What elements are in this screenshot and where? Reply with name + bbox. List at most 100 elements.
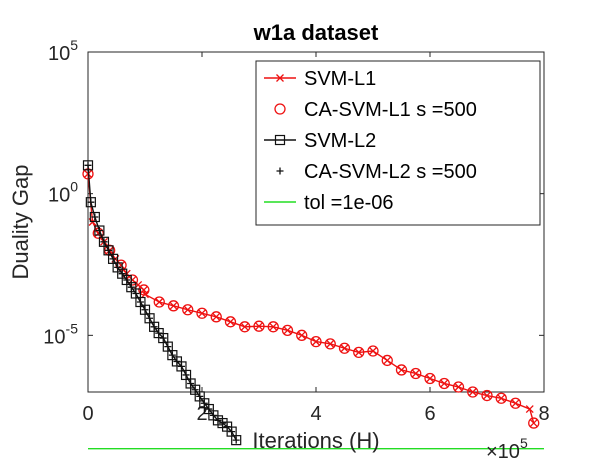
circle-marker <box>324 338 336 350</box>
legend-item: CA-SVM-L2 s =500 <box>276 161 477 183</box>
plus-marker <box>200 399 208 407</box>
legend-label: tol =1e-06 <box>304 192 394 214</box>
square-marker <box>231 435 242 446</box>
x-marker <box>383 356 392 365</box>
legend-box <box>255 60 541 226</box>
plus-marker <box>136 298 144 306</box>
legend-item: SVM-L1 <box>264 68 376 90</box>
y-tick-label: 105 <box>48 37 78 65</box>
series-3 <box>84 161 240 444</box>
circle-marker <box>239 321 251 333</box>
legend-item: CA-SVM-L1 s =500 <box>274 99 477 121</box>
circle-marker <box>410 367 422 380</box>
x-multiplier-exponent: 5 <box>520 435 528 451</box>
plus-marker <box>118 270 126 278</box>
circle-marker <box>481 389 493 402</box>
square-marker <box>82 160 94 171</box>
x-marker <box>354 348 363 357</box>
plus-marker <box>127 283 135 291</box>
x-marker <box>183 305 192 314</box>
plus-marker <box>105 246 113 254</box>
x-marker <box>468 388 477 396</box>
plus-marker <box>146 314 154 322</box>
legend-label: SVM-L1 <box>304 68 376 90</box>
circle-marker <box>153 296 165 308</box>
plus-marker <box>214 416 222 424</box>
plus-marker <box>132 289 140 297</box>
circle-marker <box>495 392 507 404</box>
square-marker <box>274 134 286 146</box>
series-group <box>82 160 544 450</box>
plus-marker <box>173 357 181 365</box>
plus-marker <box>123 276 131 284</box>
x-marker <box>426 374 434 383</box>
y-tick-base: 10 <box>48 43 70 65</box>
plus-marker <box>109 255 117 263</box>
plus-marker <box>177 362 185 370</box>
circle-marker <box>210 311 222 323</box>
y-tick-exponent: 0 <box>70 179 78 195</box>
plus-marker <box>191 386 199 394</box>
plus-marker <box>209 411 217 419</box>
x-marker <box>326 339 335 348</box>
plus-marker <box>150 323 158 331</box>
circle-marker <box>452 381 465 393</box>
plus-marker <box>141 306 149 314</box>
x-marker <box>529 419 538 428</box>
chart-title: w1a dataset <box>253 20 379 45</box>
circle-marker <box>424 372 436 385</box>
x-marker <box>283 326 292 335</box>
circle-marker <box>196 307 208 319</box>
circle-marker <box>467 386 479 398</box>
plus-marker <box>87 198 95 206</box>
x-multiplier-base: ×10 <box>486 441 520 463</box>
plus-marker <box>276 167 284 175</box>
y-tick-base: 10 <box>48 185 70 207</box>
x-marker <box>269 322 278 331</box>
x-marker <box>454 383 463 391</box>
y-tick-exponent: 5 <box>70 37 78 53</box>
square-marker <box>85 197 96 208</box>
x-tick-label: 2 <box>196 403 207 425</box>
x-tick-label: 4 <box>310 403 321 425</box>
x-marker <box>340 344 349 353</box>
circle-marker <box>367 345 379 357</box>
legend-label: CA-SVM-L1 s =500 <box>304 99 477 121</box>
circle-marker <box>224 316 237 328</box>
circle-marker <box>310 335 322 348</box>
plus-marker <box>182 371 190 379</box>
x-marker <box>497 394 506 403</box>
circle-marker <box>381 354 393 367</box>
x-marker <box>169 301 178 310</box>
circle-marker <box>281 324 294 336</box>
plus-marker <box>91 213 99 221</box>
legend-label: CA-SVM-L2 s =500 <box>304 161 477 183</box>
plus-marker <box>219 419 227 427</box>
circle-marker <box>509 397 522 409</box>
circle-marker <box>274 103 286 115</box>
legend-item: tol =1e-06 <box>264 192 394 214</box>
square-marker <box>94 225 105 236</box>
x-marker <box>297 331 306 340</box>
plus-marker <box>223 423 231 431</box>
y-tick-base: 10 <box>43 326 65 348</box>
plus-marker <box>95 227 103 235</box>
circle-marker <box>338 342 351 354</box>
x-marker <box>511 399 520 408</box>
plus-marker <box>100 238 108 246</box>
square-marker <box>89 211 100 223</box>
circle-marker <box>353 346 365 359</box>
legend-label: SVM-L2 <box>304 130 376 152</box>
plus-marker <box>228 428 236 436</box>
plus-marker <box>168 351 176 359</box>
y-axis-label: Duality Gap <box>8 165 33 280</box>
x-tick-label: 6 <box>424 403 435 425</box>
x-marker <box>255 322 263 331</box>
x-axis-label: Iterations (H) <box>252 428 379 453</box>
plus-marker <box>196 392 204 400</box>
series-2 <box>82 160 242 446</box>
plus-marker <box>114 263 122 271</box>
x-marker <box>525 405 534 414</box>
